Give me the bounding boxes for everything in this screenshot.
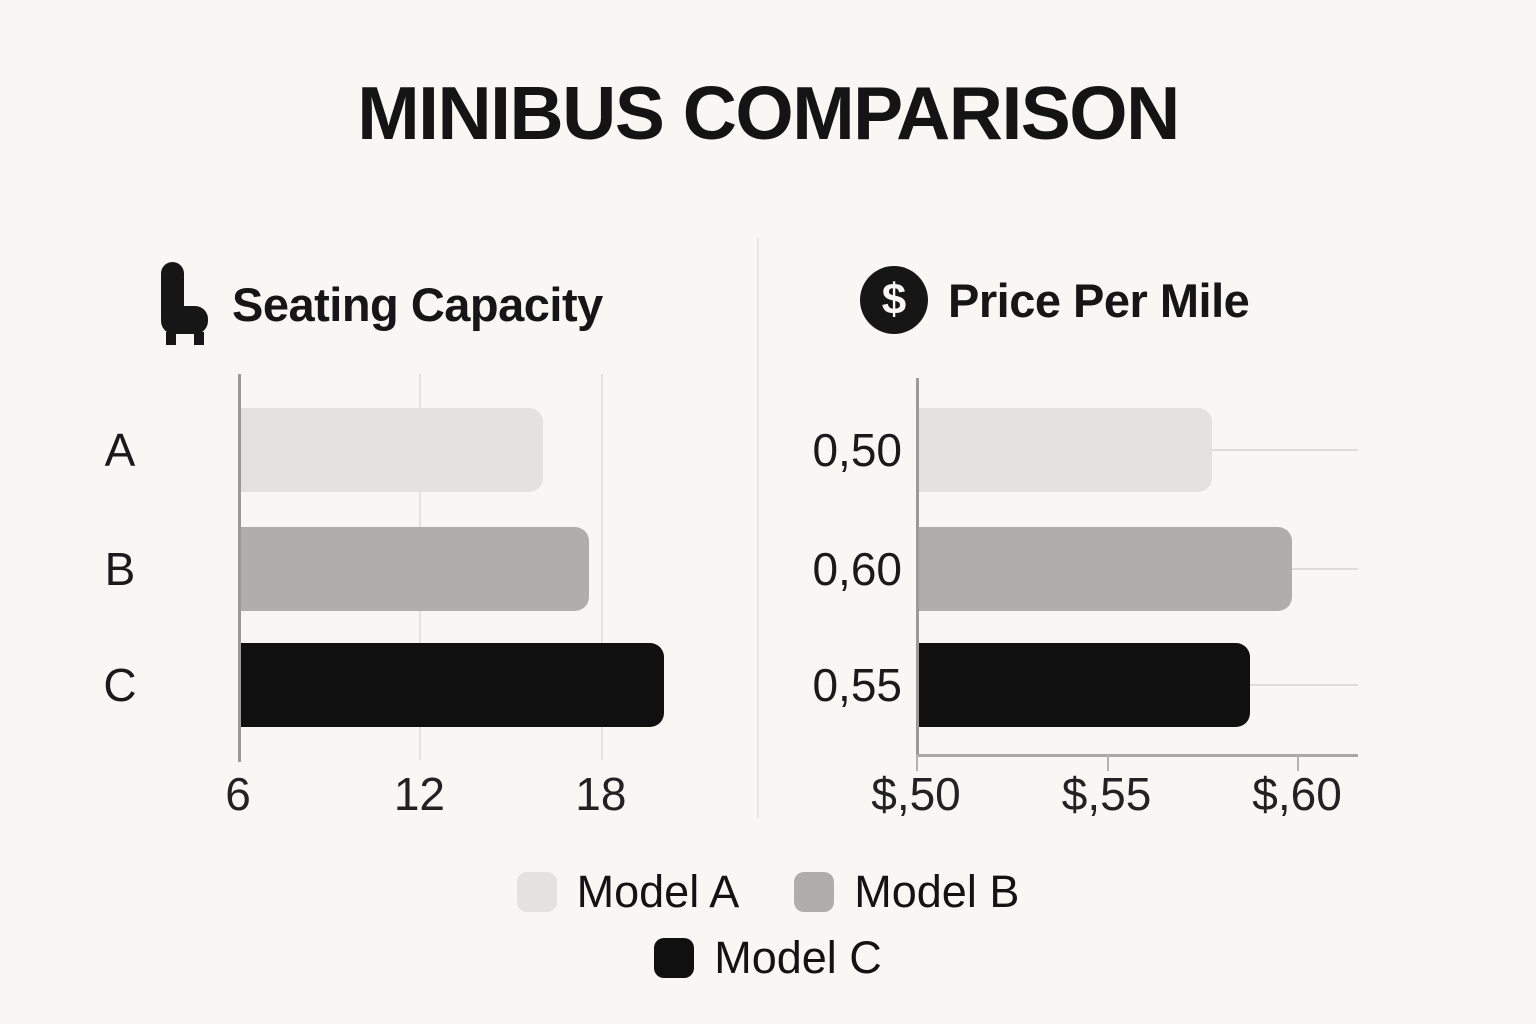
legend-label: Model C xyxy=(714,932,882,983)
price-axis-tickmark xyxy=(1106,755,1109,771)
dollar-icon: $ xyxy=(860,266,928,334)
seating-axis-tick-label: 12 xyxy=(393,768,446,820)
panel-divider xyxy=(757,238,759,818)
legend-item-model-a: Model A xyxy=(516,866,740,918)
price-axis-tickmark xyxy=(916,755,918,771)
price-axis-tick-label: $,55 xyxy=(1061,768,1152,820)
price-bar-B xyxy=(919,527,1292,611)
seating-category-label: A xyxy=(104,424,136,476)
price-row-value-label: 0,55 xyxy=(812,659,902,711)
legend-row: Model C xyxy=(654,932,882,984)
seating-gridline xyxy=(600,374,603,760)
price-leader-line xyxy=(1247,684,1358,686)
legend-label: Model A xyxy=(576,866,740,917)
legend-swatch xyxy=(794,872,835,912)
seating-bar-C xyxy=(241,643,664,727)
price-axis-tick-label: $,60 xyxy=(1252,768,1342,820)
chart-legend: Model A Model B Model C xyxy=(0,866,1536,984)
price-x-axis xyxy=(916,754,1358,757)
price-axis-tickmark xyxy=(1297,755,1300,771)
price-row-value-label: 0,60 xyxy=(812,543,902,595)
chair-icon xyxy=(148,262,212,346)
price-leader-line xyxy=(1209,449,1358,451)
dollar-symbol: $ xyxy=(881,275,907,324)
price-bar-A xyxy=(919,408,1212,492)
price-chart-title: Price Per Mile xyxy=(948,273,1250,327)
price-bar-C xyxy=(919,643,1250,727)
seating-bar-B xyxy=(241,527,589,611)
seating-bar-A xyxy=(241,408,543,492)
legend-swatch xyxy=(654,938,695,978)
legend-swatch xyxy=(516,872,557,912)
price-panel-header: $ Price Per Mile xyxy=(860,266,1250,334)
legend-item-model-c: Model C xyxy=(654,932,882,984)
price-row-value-label: 0,50 xyxy=(812,424,902,476)
price-y-axis xyxy=(916,378,919,757)
seating-y-axis xyxy=(238,374,241,762)
seating-category-label: B xyxy=(104,543,136,595)
seating-axis-tick-label: 6 xyxy=(225,768,251,820)
price-axis-tick-label: $,50 xyxy=(871,768,961,820)
seating-axis-tick-label: 18 xyxy=(575,768,627,820)
legend-label: Model B xyxy=(854,866,1020,917)
price-leader-line xyxy=(1289,568,1358,570)
legend-item-model-b: Model B xyxy=(794,866,1019,918)
legend-row: Model A Model B xyxy=(516,866,1019,918)
seating-chart-title: Seating Capacity xyxy=(232,277,603,331)
page-title: MINIBUS COMPARISON xyxy=(357,71,1180,155)
seating-panel-header: Seating Capacity xyxy=(148,262,603,346)
seating-category-label: C xyxy=(103,659,137,711)
